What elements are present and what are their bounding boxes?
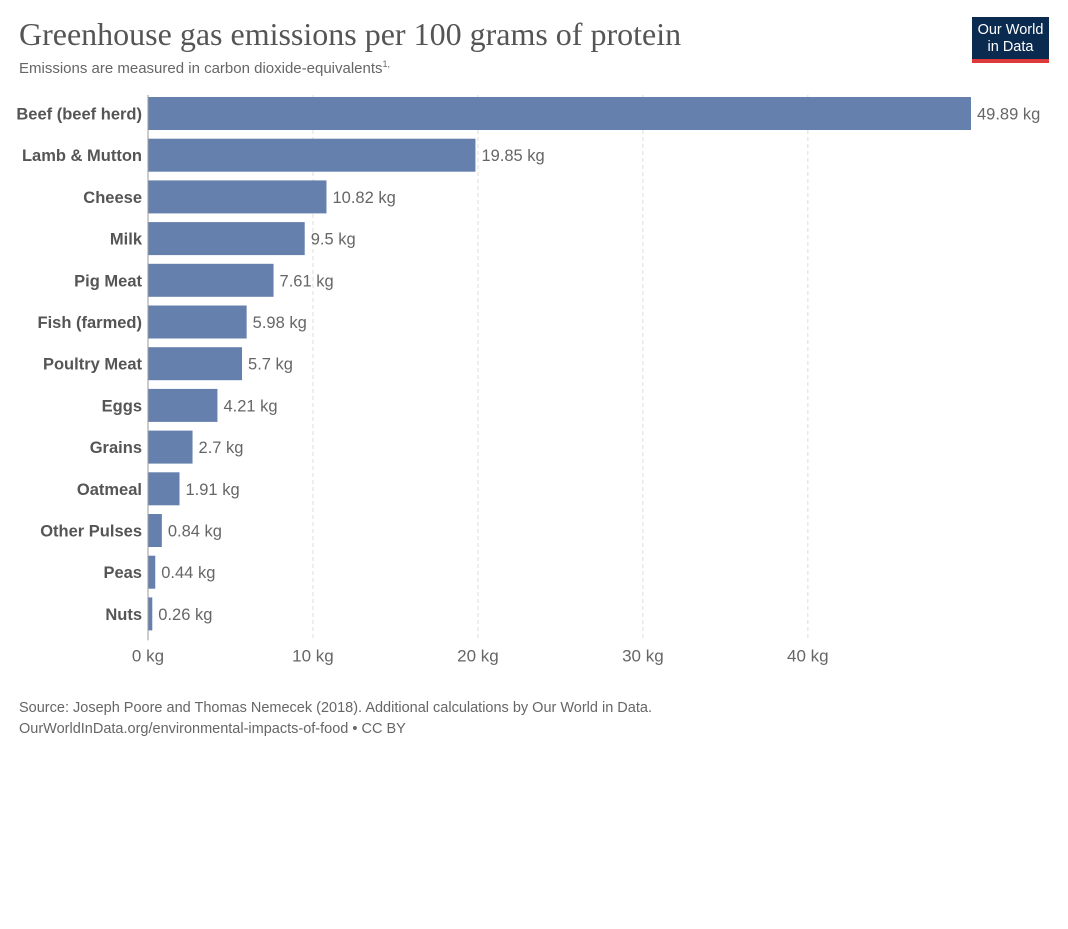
data-label: 5.7 kg [248, 356, 293, 374]
logo-line-1: Our World [977, 22, 1044, 38]
bar[interactable] [148, 514, 162, 547]
category-label: Eggs [102, 397, 142, 415]
logo-line-2: in Data [987, 39, 1034, 55]
x-tick-label: 20 kg [457, 646, 499, 665]
bar[interactable] [148, 97, 971, 130]
x-tick-label: 40 kg [787, 646, 829, 665]
data-label: 7.61 kg [280, 272, 334, 290]
data-label: 1.91 kg [186, 481, 240, 499]
category-label: Milk [110, 231, 143, 249]
category-label: Grains [90, 439, 142, 457]
bar[interactable] [148, 555, 156, 589]
data-label: 19.85 kg [481, 147, 544, 165]
data-label: 10.82 kg [332, 189, 395, 207]
category-label: Nuts [105, 606, 142, 624]
bar[interactable] [148, 472, 180, 506]
data-label: 2.7 kg [199, 439, 244, 457]
chart-subtitle: Emissions are measured in carbon dioxide… [19, 59, 390, 77]
bar[interactable] [148, 347, 243, 381]
category-label: Peas [103, 564, 142, 582]
logo-accent-bar [972, 59, 1049, 63]
bar[interactable] [148, 138, 476, 172]
category-label: Other Pulses [40, 523, 142, 541]
category-label: Pig Meat [74, 272, 142, 290]
category-label: Cheese [83, 189, 142, 207]
data-label: 0.84 kg [168, 523, 222, 541]
bar[interactable] [148, 430, 193, 464]
category-label: Fish (farmed) [37, 314, 142, 332]
owid-logo[interactable]: Our World in Data [972, 17, 1049, 63]
category-label: Beef (beef herd) [16, 106, 142, 124]
bar[interactable] [148, 597, 153, 631]
bar[interactable] [148, 305, 247, 339]
chart-title: Greenhouse gas emissions per 100 grams o… [19, 16, 682, 52]
data-label: 49.89 kg [977, 106, 1040, 124]
category-label: Poultry Meat [43, 356, 143, 374]
data-label: 0.26 kg [158, 606, 212, 624]
source-url[interactable]: OurWorldInData.org/environmental-impacts… [19, 721, 406, 737]
category-label: Lamb & Mutton [22, 147, 142, 165]
subtitle-text: Emissions are measured in carbon dioxide… [19, 60, 383, 77]
x-tick-label: 10 kg [292, 646, 334, 665]
data-label: 0.44 kg [161, 564, 215, 582]
x-tick-label: 0 kg [132, 646, 164, 665]
data-label: 4.21 kg [223, 397, 277, 415]
data-label: 9.5 kg [311, 231, 356, 249]
bar-chart: 0 kg 10 kg 20 kg 30 kg 40 kg Beef (beef herd)… [16, 95, 1040, 665]
source-note: Source: Joseph Poore and Thomas Nemecek … [19, 698, 652, 740]
category-label: Oatmeal [77, 481, 142, 499]
source-text: Source: Joseph Poore and Thomas Nemecek … [19, 700, 652, 716]
bar[interactable] [148, 388, 218, 422]
x-tick-label: 30 kg [622, 646, 664, 665]
bar[interactable] [148, 222, 305, 256]
data-label: 5.98 kg [253, 314, 307, 332]
bar[interactable] [148, 263, 274, 297]
footnote-marker: 1, [382, 59, 391, 69]
bar[interactable] [148, 180, 327, 214]
